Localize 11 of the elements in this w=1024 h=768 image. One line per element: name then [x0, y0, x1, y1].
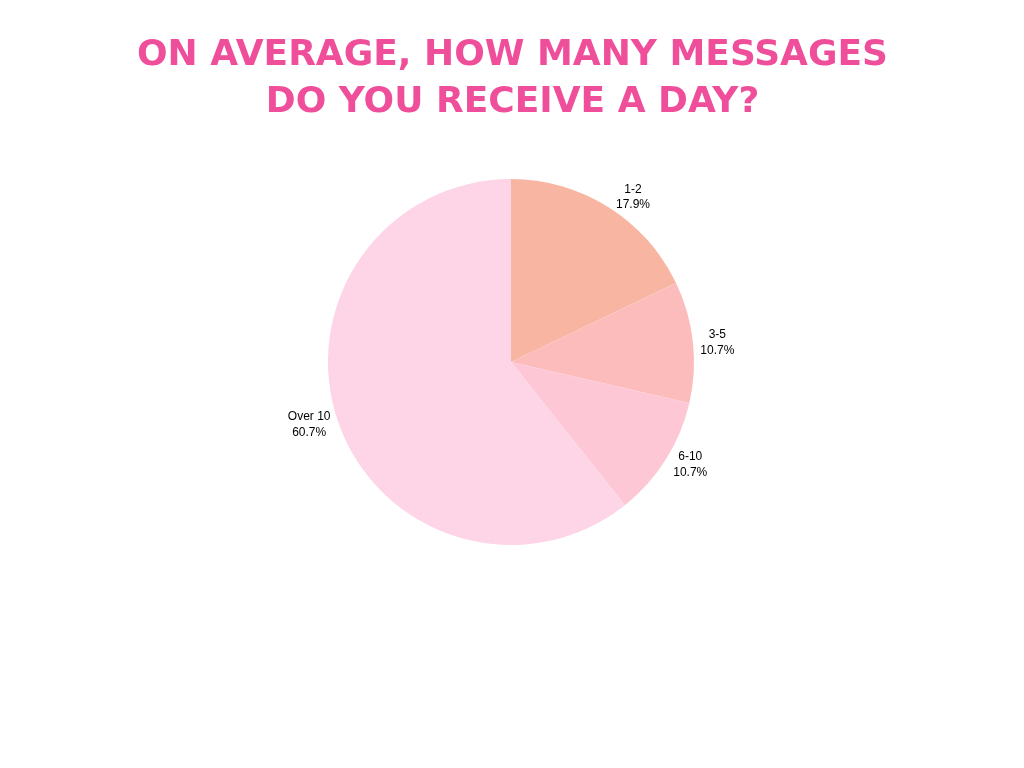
pie-slice — [511, 283, 694, 404]
pie-slice — [511, 179, 677, 362]
data-label: 60.7% — [292, 424, 327, 439]
data-label: 17.9% — [615, 197, 651, 212]
slice-label: 6-10 — [678, 448, 703, 463]
data-label: 10.7% — [700, 342, 735, 357]
slice-label: 1-2 — [624, 181, 642, 196]
data-label: 10.7% — [673, 464, 708, 479]
chart-title: ON AVERAGE, HOW MANY MESSAGES DO YOU RECEIVE A DAY? — [137, 32, 889, 120]
slice-label: Over 10 — [287, 409, 331, 424]
slice-label: 3-5 — [708, 326, 727, 341]
